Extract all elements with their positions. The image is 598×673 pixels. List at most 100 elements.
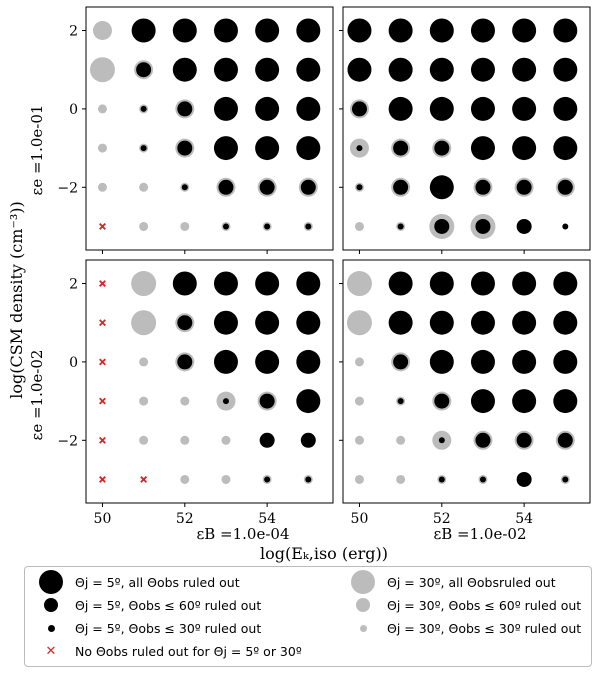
marker-black-3 bbox=[213, 310, 238, 335]
marker-black-1 bbox=[397, 223, 404, 230]
marker-cross bbox=[99, 319, 106, 327]
x-tick-label: 50 bbox=[351, 511, 369, 527]
marker-black-2 bbox=[351, 101, 367, 117]
legend-label: Θj = 30º, Θobs ≤ 30º ruled out bbox=[387, 620, 582, 636]
marker-cross-stroke bbox=[99, 476, 106, 483]
marker-cross-stroke bbox=[99, 319, 106, 327]
col-label-0: εB =1.0e-04 bbox=[196, 525, 289, 543]
marker-grey-1 bbox=[396, 435, 406, 445]
legend-label: Θj = 30º, Θobs ≤ 60º ruled out bbox=[387, 597, 582, 613]
marker-black-2 bbox=[393, 354, 409, 370]
marker-black-3 bbox=[553, 18, 578, 43]
marker-cross bbox=[99, 280, 106, 287]
y-tick-label: 2 bbox=[69, 277, 78, 293]
marker-black-2 bbox=[557, 432, 573, 448]
marker-grey-3 bbox=[131, 271, 157, 297]
marker-grey-1 bbox=[354, 435, 364, 445]
marker-grey-1 bbox=[221, 474, 231, 484]
y-tick-label: 0 bbox=[69, 102, 78, 118]
marker-black-3 bbox=[553, 389, 578, 414]
marker-black-3 bbox=[388, 18, 413, 43]
marker-black-3 bbox=[429, 349, 454, 374]
legend-symbol-red-cross: ✕ bbox=[45, 643, 57, 659]
marker-grey-1 bbox=[396, 474, 406, 484]
marker-cross bbox=[99, 436, 106, 444]
marker-black-3 bbox=[512, 349, 537, 374]
x-tick-label: 50 bbox=[94, 511, 112, 527]
marker-black-2 bbox=[516, 218, 532, 234]
x-tick-label: 54 bbox=[515, 511, 533, 527]
marker-black-2 bbox=[300, 179, 316, 195]
marker-black-1 bbox=[264, 223, 271, 230]
marker-grey-1 bbox=[354, 221, 364, 231]
marker-black-3 bbox=[347, 18, 372, 43]
marker-black-1 bbox=[479, 476, 486, 483]
marker-black-3 bbox=[470, 389, 495, 414]
marker-black-3 bbox=[470, 57, 495, 82]
marker-black-1 bbox=[562, 476, 569, 483]
main-y-axis-label: log(CSM density (cm⁻³)) bbox=[7, 201, 26, 399]
legend-label: No Θobs ruled out for Θj = 5º or 30º bbox=[75, 643, 302, 659]
marker-cross bbox=[99, 358, 106, 366]
x-tick-label: 52 bbox=[176, 511, 194, 527]
marker-black-3 bbox=[429, 96, 454, 121]
marker-black-3 bbox=[553, 310, 578, 335]
marker-black-3 bbox=[255, 349, 280, 374]
marker-cross bbox=[140, 476, 148, 483]
marker-grey-1 bbox=[139, 357, 149, 367]
marker-black-3 bbox=[470, 349, 495, 374]
marker-black-3 bbox=[512, 96, 537, 121]
marker-black-2 bbox=[259, 432, 275, 448]
marker-cross-stroke bbox=[99, 358, 106, 366]
marker-grey-1 bbox=[180, 396, 190, 406]
marker-black-3 bbox=[388, 57, 413, 82]
marker-black-3 bbox=[512, 57, 537, 82]
marker-black-3 bbox=[213, 271, 238, 296]
marker-black-2 bbox=[136, 62, 152, 78]
marker-black-2 bbox=[516, 471, 532, 487]
marker-black-3 bbox=[255, 57, 280, 82]
legend-item-jet5-30: Θj = 5º, Θobs ≤ 30º ruled out bbox=[31, 618, 261, 638]
marker-black-3 bbox=[553, 271, 578, 296]
marker-black-3 bbox=[512, 18, 537, 43]
marker-grey-1 bbox=[180, 435, 190, 445]
marker-black-1 bbox=[438, 476, 445, 483]
marker-black-3 bbox=[213, 57, 238, 82]
x-tick-label: 52 bbox=[433, 511, 451, 527]
legend-symbol-black-medium bbox=[31, 595, 71, 615]
marker-black-3 bbox=[470, 96, 495, 121]
marker-black-3 bbox=[470, 136, 495, 161]
marker-black-1 bbox=[305, 476, 312, 483]
marker-grey-1 bbox=[97, 143, 107, 153]
marker-black-3 bbox=[172, 57, 197, 82]
marker-black-3 bbox=[553, 96, 578, 121]
marker-black-3 bbox=[429, 175, 454, 200]
marker-black-3 bbox=[429, 271, 454, 296]
marker-black-3 bbox=[296, 18, 321, 43]
y-tick-label: −2 bbox=[57, 433, 78, 449]
marker-black-3 bbox=[213, 96, 238, 121]
marker-black-3 bbox=[470, 18, 495, 43]
marker-black-2 bbox=[475, 432, 491, 448]
legend-item-jet30-60: Θj = 30º, Θobs ≤ 60º ruled out bbox=[343, 595, 581, 615]
marker-black-2 bbox=[516, 179, 532, 195]
panel-frame bbox=[85, 259, 334, 504]
marker-grey-1 bbox=[180, 221, 190, 231]
legend-item-jet5-all: Θj = 5º, all Θobs ruled out bbox=[31, 570, 240, 594]
marker-black-3 bbox=[553, 136, 578, 161]
marker-cross bbox=[99, 397, 106, 405]
marker-cross-stroke bbox=[99, 280, 106, 287]
marker-grey-1 bbox=[139, 435, 149, 445]
panel-frame bbox=[342, 6, 591, 251]
marker-black-3 bbox=[388, 310, 413, 335]
marker-grey-3 bbox=[346, 271, 372, 297]
legend-symbol-grey-medium bbox=[343, 595, 383, 615]
panel-1-1: 50 52 54 bbox=[339, 259, 591, 527]
marker-black-3 bbox=[429, 57, 454, 82]
marker-black-2 bbox=[434, 218, 450, 234]
marker-black-2 bbox=[259, 179, 275, 195]
marker-black-2 bbox=[475, 179, 491, 195]
marker-black-2 bbox=[557, 179, 573, 195]
marker-black-3 bbox=[296, 96, 321, 121]
marker-black-3 bbox=[213, 18, 238, 43]
